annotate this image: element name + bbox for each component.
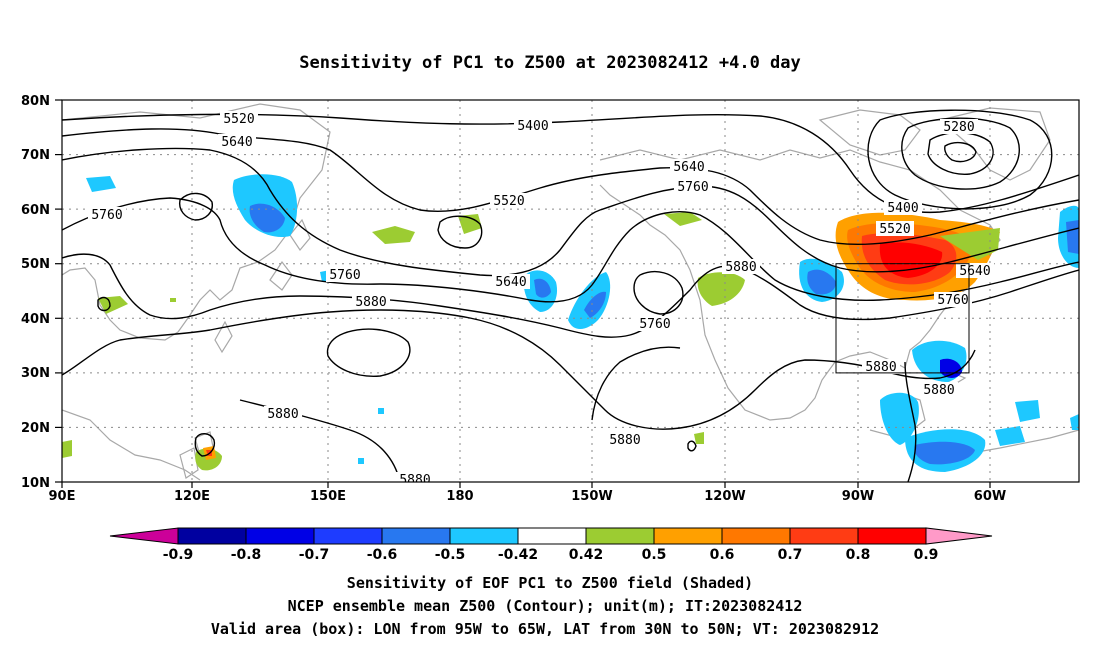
contour-label: 5880 (606, 432, 644, 448)
lat-label: 50N (21, 257, 50, 272)
lat-label: 40N (21, 312, 50, 327)
svg-text:5880: 5880 (923, 383, 954, 398)
lon-label: 60W (974, 489, 1006, 504)
captions: Sensitivity of EOF PC1 to Z500 field (Sh… (211, 574, 879, 638)
colorbar-swatch (789, 527, 859, 545)
caption-line: Valid area (box): LON from 95W to 65W, L… (211, 620, 879, 638)
svg-text:5280: 5280 (943, 120, 974, 135)
colorbar-swatch (177, 527, 247, 545)
contour-label: 5640 (956, 263, 994, 279)
colorbar-label: 0.9 (914, 547, 939, 563)
caption-line: Sensitivity of EOF PC1 to Z500 field (Sh… (347, 574, 753, 592)
lon-label: 120W (704, 489, 745, 504)
colorbar-label: -0.7 (299, 547, 330, 563)
lat-label: 30N (21, 366, 50, 381)
colorbar-arrow-low (109, 527, 179, 545)
lon-label: 120E (174, 489, 210, 504)
colorbar-swatch (313, 527, 383, 545)
tick-marks (55, 99, 991, 488)
caption-line: NCEP ensemble mean Z500 (Contour); unit(… (288, 597, 803, 615)
valid-area-box (835, 263, 970, 374)
svg-text:5760: 5760 (91, 208, 122, 223)
svg-text:5520: 5520 (223, 112, 254, 127)
lat-label: 80N (21, 94, 50, 109)
svg-text:5880: 5880 (399, 473, 430, 488)
svg-text:5880: 5880 (355, 295, 386, 310)
colorbar-swatch (381, 527, 451, 545)
contour-label: 5760 (326, 267, 364, 283)
map-frame (61, 99, 1080, 483)
contour-label: 5760 (674, 179, 712, 195)
svg-text:5880: 5880 (725, 260, 756, 275)
svg-text:5880: 5880 (865, 360, 896, 375)
lon-label: 150E (310, 489, 346, 504)
contour-label: 5760 (88, 207, 126, 223)
svg-text:5400: 5400 (517, 119, 548, 134)
contour-label: 5640 (218, 134, 256, 150)
contour-label: 5520 (876, 221, 914, 237)
svg-text:5520: 5520 (493, 194, 524, 209)
colorbar-label: 0.6 (710, 547, 735, 563)
svg-text:5760: 5760 (329, 268, 360, 283)
colorbar-swatch (449, 527, 519, 545)
figure-title: Sensitivity of PC1 to Z500 at 2023082412… (299, 53, 801, 73)
colorbar-swatch (653, 527, 723, 545)
map-panel: 5520 5640 5760 5400 5280 5640 5760 5520 … (21, 94, 1080, 504)
contour-label: 5760 (636, 316, 674, 332)
colorbar-swatch (245, 527, 315, 545)
contour-label: 5880 (352, 294, 390, 310)
longitude-labels: 90E 120E 150E 180 150W 120W 90W 60W (49, 489, 1007, 504)
lon-label: 150W (571, 489, 612, 504)
lon-label: 90E (49, 489, 76, 504)
colorbar-label: -0.5 (435, 547, 466, 563)
colorbar-swatch (721, 527, 791, 545)
contour-label: 5880 (722, 259, 760, 275)
colorbar-label: 0.42 (569, 547, 604, 563)
svg-text:5760: 5760 (677, 180, 708, 195)
contour-label: 5880 (920, 382, 958, 398)
colorbar-swatch (857, 527, 927, 545)
contour-label: 5520 (490, 193, 528, 209)
svg-text:5520: 5520 (879, 222, 910, 237)
contour-label: 5520 (220, 111, 258, 127)
colorbar-label: -0.6 (367, 547, 398, 563)
colorbar-label: -0.8 (231, 547, 262, 563)
colorbar-swatch (585, 527, 655, 545)
svg-text:5880: 5880 (267, 407, 298, 422)
lat-label: 20N (21, 421, 50, 436)
colorbar-swatch (517, 527, 587, 545)
contour-label: 5640 (492, 274, 530, 290)
svg-text:5400: 5400 (887, 201, 918, 216)
lat-label: 70N (21, 148, 50, 163)
svg-text:5640: 5640 (673, 160, 704, 175)
svg-text:5880: 5880 (609, 433, 640, 448)
contour-label: 5400 (884, 200, 922, 216)
lat-label: 60N (21, 203, 50, 218)
contour-labels: 5520 5640 5760 5400 5280 5640 5760 5520 … (88, 111, 994, 488)
contour-label: 5880 (396, 472, 434, 488)
colorbar-label: -0.9 (163, 547, 194, 563)
colorbar: -0.9 -0.8 -0.7 -0.6 -0.5 -0.42 0.42 0.5 0.6 0.7 0.… (109, 527, 993, 563)
svg-text:5760: 5760 (937, 293, 968, 308)
svg-text:5640: 5640 (221, 135, 252, 150)
colorbar-label: 0.7 (778, 547, 803, 563)
lat-label: 10N (21, 476, 50, 491)
colorbar-label: -0.42 (498, 547, 538, 563)
latitude-labels: 80N 70N 60N 50N 40N 30N 20N 10N (21, 94, 50, 491)
lon-label: 90W (842, 489, 874, 504)
svg-text:5640: 5640 (495, 275, 526, 290)
contour-label: 5880 (862, 359, 900, 375)
contour-label: 5640 (670, 159, 708, 175)
lon-label: 180 (446, 489, 473, 504)
contour-label: 5880 (264, 406, 302, 422)
colorbar-arrow-high (925, 527, 993, 545)
colorbar-label: 0.5 (642, 547, 667, 563)
contour-label: 5760 (934, 292, 972, 308)
contour-label: 5400 (514, 118, 552, 134)
contour-label: 5280 (940, 119, 978, 135)
svg-text:5760: 5760 (639, 317, 670, 332)
svg-text:5640: 5640 (959, 264, 990, 279)
colorbar-label: 0.8 (846, 547, 871, 563)
